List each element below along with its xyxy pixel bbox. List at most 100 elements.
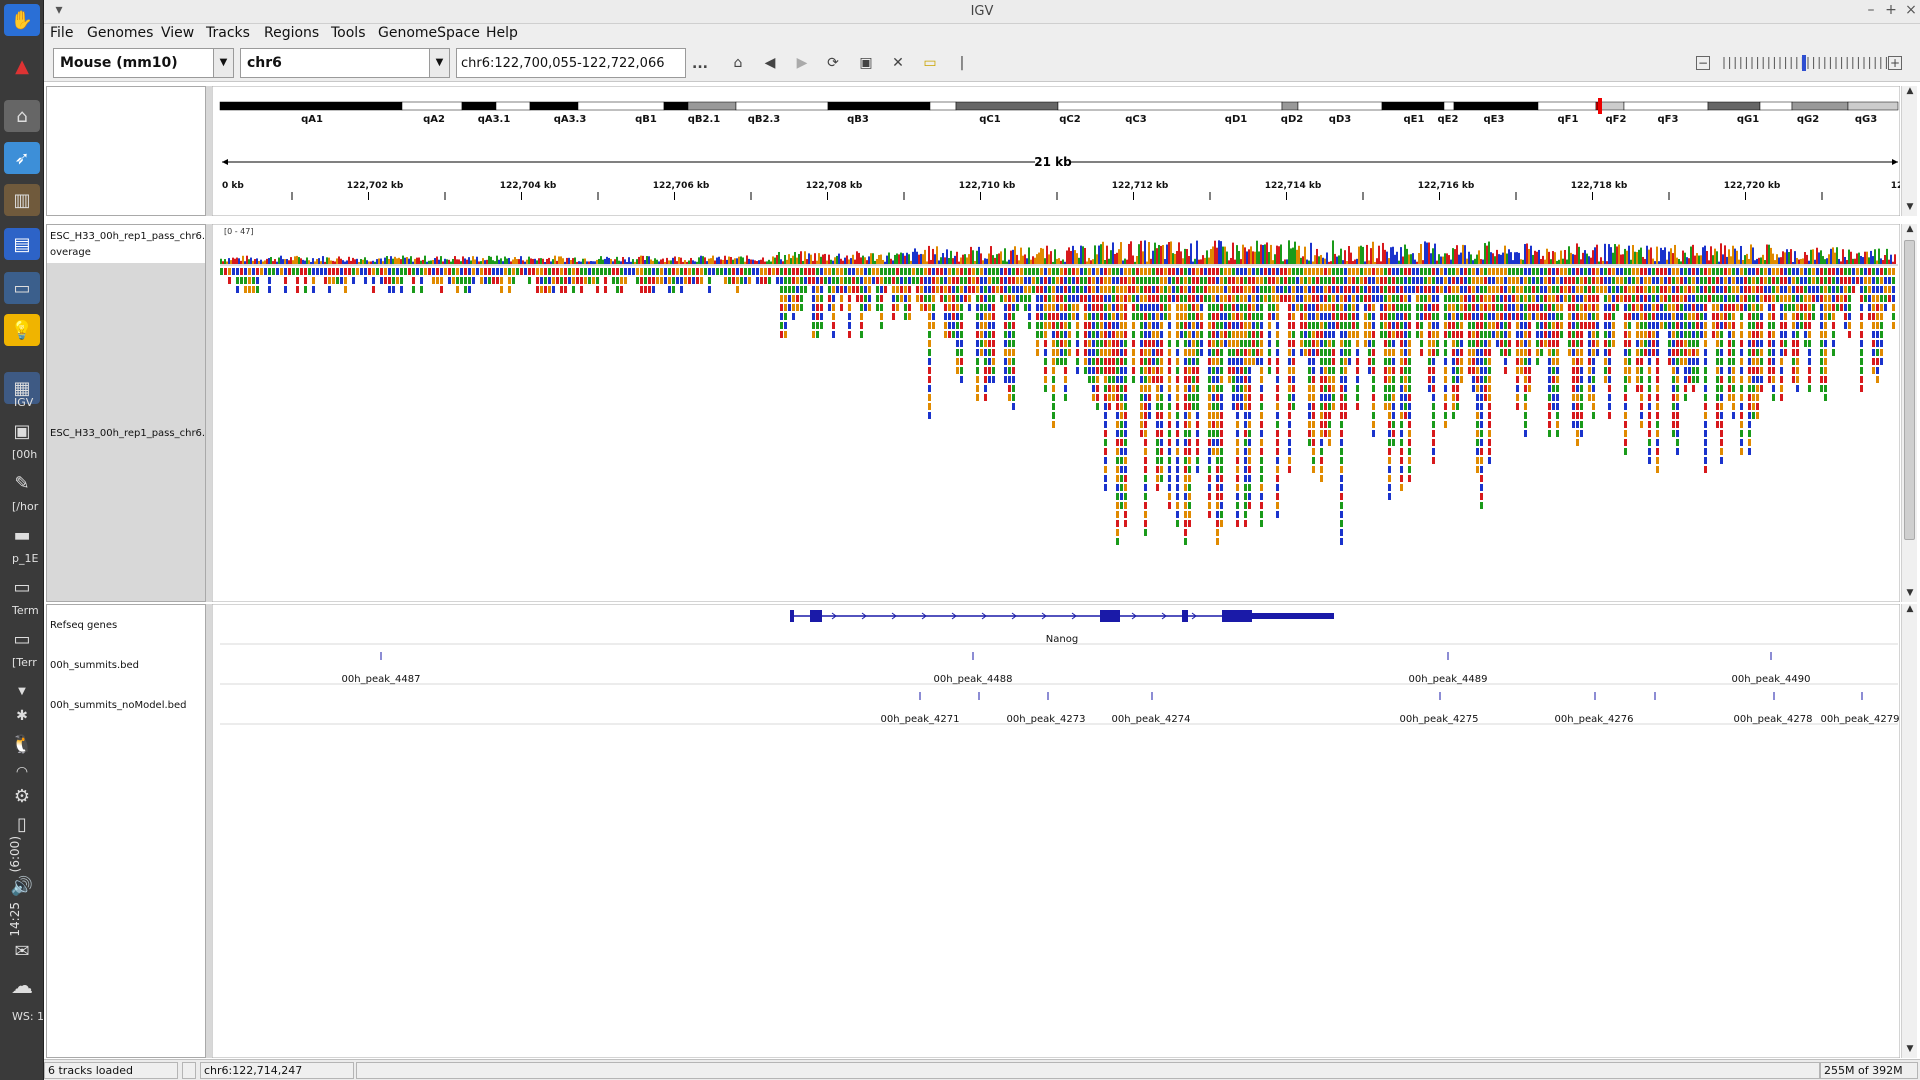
feature-scrollbar[interactable]: ▲ ▼	[1901, 604, 1917, 1058]
zoom-slider[interactable]	[1720, 54, 1920, 72]
popup-info-icon[interactable]: ▭	[923, 55, 937, 71]
coverage-bar	[1066, 250, 1068, 264]
dock-label-hor[interactable]: [/hor	[12, 500, 39, 513]
genome-dropdown[interactable]: Mouse (mm10) ▼	[53, 48, 234, 78]
chevron-down-icon[interactable]: ▼	[18, 685, 26, 697]
zoom-out-button[interactable]: −	[1696, 56, 1710, 70]
coverage-bar	[1456, 245, 1458, 264]
scroll-down-icon[interactable]: ▼	[1906, 588, 1914, 598]
menu-tracks[interactable]: Tracks	[206, 25, 250, 41]
chevron-down-icon[interactable]: ▼	[213, 49, 233, 77]
menu-file[interactable]: File	[50, 25, 74, 41]
scroll-up-icon[interactable]: ▲	[1906, 86, 1914, 96]
header-scrollbar[interactable]: ▲ ▼	[1901, 86, 1917, 216]
menu-regions[interactable]: Regions	[264, 25, 320, 41]
scroll-up-icon[interactable]: ▲	[1906, 604, 1914, 614]
folder-task-icon[interactable]: ▬	[13, 524, 31, 546]
read-segment	[1800, 304, 1803, 311]
menu-genomes[interactable]: Genomes	[87, 25, 154, 41]
scroll-down-icon[interactable]: ▼	[1906, 1044, 1914, 1054]
summits-track-name[interactable]: 00h_summits.bed	[50, 660, 140, 671]
read-segment	[1296, 304, 1299, 311]
read-segment	[1044, 349, 1047, 356]
read-segment	[1180, 304, 1183, 311]
resize-to-window-icon[interactable]: ✕	[892, 55, 904, 71]
terminal2-task-icon[interactable]: ▭	[13, 628, 31, 650]
bluetooth-icon[interactable]: ✱	[16, 708, 28, 724]
dock-label-p1e[interactable]: p_1E	[12, 552, 39, 565]
panel-divider[interactable]	[206, 604, 212, 1058]
home-icon[interactable]: ⌂	[733, 55, 743, 71]
alignment-data-panel[interactable]: [0 - 47]	[212, 224, 1900, 602]
read-segment	[1780, 304, 1783, 311]
alignment-track-name[interactable]: ESC_H33_00h_rep1_pass_chr6.	[50, 428, 206, 439]
scroll-thumb[interactable]	[1904, 240, 1915, 540]
coverage-bar	[1566, 259, 1568, 264]
volume-icon[interactable]: 🔊	[10, 875, 34, 897]
tux-icon[interactable]: 🐧	[10, 733, 34, 755]
read-segment	[1552, 277, 1555, 284]
menu-tools[interactable]: Tools	[331, 25, 366, 41]
scroll-down-icon[interactable]: ▼	[1906, 202, 1914, 212]
data-scrollbar[interactable]: ▲ ▼	[1901, 224, 1917, 602]
bird-app-icon[interactable]: ➶	[4, 142, 40, 174]
terminal-task-icon[interactable]: ▭	[13, 576, 31, 598]
document-icon[interactable]: ▤	[4, 228, 40, 260]
dock-label-term[interactable]: Term	[12, 604, 39, 617]
refresh-icon[interactable]: ⟳	[827, 55, 839, 71]
panel-divider[interactable]	[206, 224, 212, 602]
screen-icon[interactable]: ▭	[4, 272, 40, 304]
close-icon[interactable]: ×	[1905, 2, 1917, 18]
read-segment	[944, 304, 947, 311]
menu-help[interactable]: Help	[486, 25, 518, 41]
minimize-icon[interactable]: –	[1867, 2, 1875, 18]
read-segment	[1264, 268, 1267, 275]
cloud-icon[interactable]: ☁	[11, 973, 33, 999]
maximize-icon[interactable]: +	[1885, 2, 1897, 18]
hand-logo-icon[interactable]: ✋	[4, 4, 40, 36]
forward-arrow-icon[interactable]: ▶	[796, 55, 808, 71]
dock-label-terr[interactable]: [Terr	[12, 656, 37, 669]
igv-task-icon[interactable]: ▦	[4, 372, 40, 404]
read-segment	[1144, 304, 1147, 311]
ruler-line-icon[interactable]: |	[959, 55, 965, 71]
wifi-icon[interactable]: ◠	[15, 764, 29, 780]
zoom-in-button[interactable]: +	[1888, 56, 1902, 70]
clock-label[interactable]: 14:25	[8, 902, 22, 937]
panel-divider[interactable]	[206, 86, 212, 216]
locus-input[interactable]: chr6:122,700,055-122,722,066	[456, 48, 686, 78]
coverage-track-name[interactable]: ESC_H33_00h_rep1_pass_chr6.	[50, 231, 206, 242]
editor-task-icon[interactable]: ✎	[14, 472, 30, 494]
read-segment	[1432, 277, 1435, 284]
mail-icon[interactable]: ✉	[14, 940, 30, 962]
home-folder-icon[interactable]: ⌂	[4, 100, 40, 132]
app-launcher-icon[interactable]: ▲	[15, 55, 29, 77]
back-arrow-icon[interactable]: ◀	[764, 55, 776, 71]
dock-label-00h[interactable]: [00h	[12, 448, 38, 461]
coverage-bar	[1094, 245, 1096, 264]
window-menu-icon[interactable]: ▾	[55, 2, 63, 18]
menu-view[interactable]: View	[161, 25, 195, 41]
read-segment	[1572, 367, 1575, 374]
window-task-icon[interactable]: ▣	[13, 420, 31, 442]
feature-data-panel[interactable]: Nanog 00h_peak_4487 00h_peak_4488 00h_pe…	[212, 604, 1900, 1058]
dock-label-igv[interactable]: IGV	[14, 396, 34, 409]
menu-genomespace[interactable]: GenomeSpace	[378, 25, 480, 41]
nomodel-track-name[interactable]: 00h_summits_noModel.bed	[50, 700, 187, 711]
gear-icon[interactable]: ⚙	[13, 785, 31, 807]
read-segment	[648, 286, 651, 293]
scroll-up-icon[interactable]: ▲	[1906, 224, 1914, 234]
coverage-bar	[1126, 259, 1128, 264]
chevron-down-icon[interactable]: ▼	[429, 49, 449, 77]
chromosome-dropdown[interactable]: chr6 ▼	[240, 48, 450, 78]
lightbulb-icon[interactable]: 💡	[4, 314, 40, 346]
coverage-track-name-2[interactable]: overage	[50, 247, 91, 258]
read-segment	[1184, 520, 1187, 527]
more-button[interactable]: ...	[692, 56, 708, 72]
workspace-label[interactable]: WS: 1	[12, 1010, 45, 1023]
refseq-track-name[interactable]: Refseq genes	[50, 620, 118, 631]
region-of-interest-icon[interactable]: ▣	[859, 55, 873, 71]
books-icon[interactable]: ▥	[4, 184, 40, 216]
battery-icon[interactable]: ▯	[17, 813, 27, 835]
read-segment	[1612, 331, 1615, 338]
